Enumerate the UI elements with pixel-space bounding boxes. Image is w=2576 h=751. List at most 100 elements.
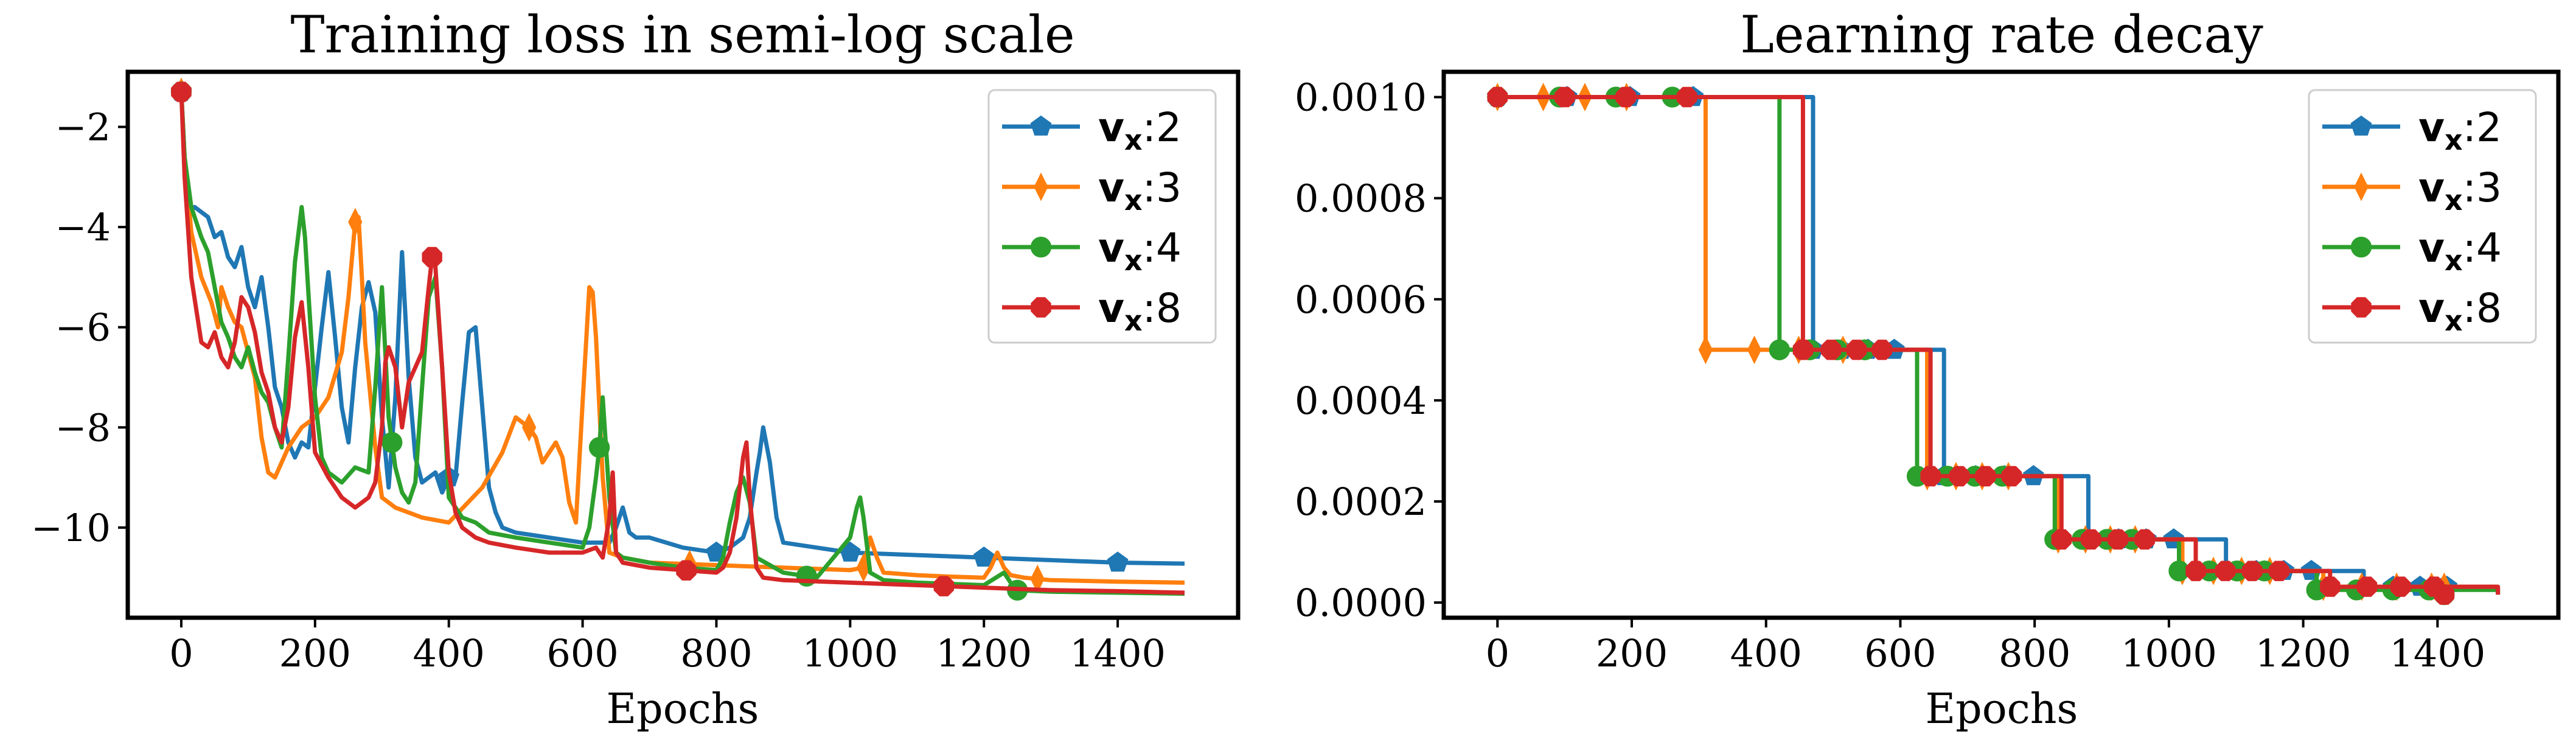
data-point-1-3-4	[1792, 340, 1814, 360]
y-tick-label-1-3: 0.0004	[1295, 379, 1427, 423]
data-point-1-3-5	[1820, 340, 1842, 360]
plot-area-1	[1486, 83, 2501, 606]
data-point-1-3-8	[1920, 466, 1941, 487]
data-point-1-1-5	[1747, 335, 1762, 365]
x-tick-label-1-3: 600	[1864, 631, 1936, 676]
data-point-0-1-2	[521, 413, 537, 442]
x-tick-label-0-4: 800	[680, 631, 752, 676]
data-point-0-3-3	[933, 576, 954, 596]
data-point-0-0-5	[1107, 551, 1129, 572]
legend-label-0-1: vx:3	[1098, 164, 1182, 217]
data-point-1-3-15	[2134, 529, 2155, 550]
data-point-0-3-0	[171, 82, 192, 102]
x-tick-label-1-0: 0	[1486, 631, 1509, 676]
y-tick-label-0-1: −4	[55, 205, 111, 250]
x-tick-label-1-6: 1200	[2255, 631, 2351, 676]
legend-item-1-2: vx:4	[2322, 225, 2502, 277]
data-point-1-3-3	[1676, 86, 1697, 108]
y-tick-label-0-3: −8	[55, 405, 111, 450]
data-point-1-3-0	[1487, 86, 1508, 108]
plot-area-0	[170, 77, 1185, 601]
data-point-1-3-11	[2001, 466, 2022, 487]
series-markers-0-2	[170, 81, 1028, 601]
y-tick-label-0-0: −2	[55, 105, 111, 150]
y-tick-label-1-5: 0.0000	[1295, 581, 1427, 625]
legend-box-0	[987, 89, 1217, 344]
data-point-1-2-4	[1769, 339, 1790, 360]
series-markers-1-3	[1487, 86, 2455, 605]
x-tick-label-1-5: 1000	[2121, 631, 2217, 676]
right-chart: Learning rate decay Epochs 0 200 400 600 800…	[1295, 5, 2561, 733]
right-chart-title: Learning rate decay	[1740, 5, 2263, 65]
y-tick-label-0-4: −10	[31, 506, 111, 550]
x-tick-label-0-6: 1200	[936, 631, 1032, 676]
x-tick-label-1-2: 400	[1730, 631, 1802, 676]
legend-marker-1-3	[2351, 297, 2372, 318]
legend-marker-0-2	[1030, 236, 1052, 258]
legend-label-1-2: vx:4	[2418, 225, 2502, 277]
legend-1: vx:2 vx:3 vx:4 vx:8	[2308, 89, 2537, 344]
legend-item-1-3: vx:8	[2322, 285, 2502, 337]
x-tick-label-0-7: 1400	[1070, 631, 1166, 676]
series-markers-0-3	[171, 82, 954, 596]
legend-item-0-3: vx:8	[1002, 285, 1182, 337]
legend-marker-0-0	[1030, 115, 1052, 136]
legend-label-0-0: vx:2	[1098, 104, 1182, 156]
y-tick-label-1-4: 0.0002	[1295, 480, 1427, 524]
left-chart-xlabel: Epochs	[607, 685, 759, 733]
data-point-0-3-2	[676, 560, 697, 581]
data-point-0-2-2	[588, 437, 610, 458]
x-tick-label-0-3: 600	[546, 631, 618, 676]
series-line-0-3	[179, 91, 1185, 595]
legend-label-0-3: vx:8	[1098, 285, 1182, 337]
data-point-1-3-18	[2242, 561, 2263, 581]
legend-0: vx:2 vx:3 vx:4 vx:8	[987, 89, 1217, 344]
data-point-1-3-24	[2434, 584, 2455, 605]
x-tick-label-0-1: 200	[279, 631, 351, 676]
data-point-1-3-17	[2215, 561, 2236, 581]
y-tick-label-1-1: 0.0008	[1295, 176, 1427, 221]
legend-item-0-0: vx:2	[1002, 104, 1182, 156]
data-point-1-3-12	[2051, 529, 2072, 550]
legend-item-0-2: vx:4	[1002, 225, 1182, 277]
data-point-1-3-13	[2081, 529, 2101, 550]
plot-frame-0	[125, 69, 1241, 620]
y-tick-label-0-2: −6	[55, 306, 111, 350]
legend-label-1-1: vx:3	[2418, 164, 2502, 217]
data-point-1-3-16	[2185, 561, 2206, 581]
data-point-1-3-20	[2320, 576, 2341, 597]
legend-marker-0-1	[1034, 172, 1048, 201]
data-point-1-3-22	[2390, 576, 2411, 597]
x-tick-label-0-5: 1000	[802, 631, 898, 676]
data-point-1-3-1	[1554, 86, 1575, 108]
left-chart: Training loss in semi-log scale Epochs 0…	[31, 5, 1241, 733]
legend-item-1-1: vx:3	[2322, 164, 2502, 217]
data-point-0-1-1	[348, 208, 363, 237]
x-tick-label-1-1: 200	[1596, 631, 1668, 676]
series-line-1-0	[1497, 95, 2498, 589]
series-line-0-1	[179, 91, 1185, 585]
legend-item-0-1: vx:3	[1002, 164, 1182, 217]
right-chart-xlabel: Epochs	[1926, 685, 2078, 733]
plot-frame-1	[1441, 69, 2561, 620]
data-point-0-0-4	[973, 546, 995, 567]
legend-box-1	[2308, 89, 2537, 344]
data-point-0-3-1	[422, 246, 442, 268]
data-point-1-3-7	[1871, 340, 1893, 360]
series-markers-0-0	[170, 80, 1129, 572]
data-point-1-3-14	[2108, 529, 2128, 550]
data-point-1-3-6	[1846, 340, 1867, 360]
left-chart-title: Training loss in semi-log scale	[290, 5, 1074, 65]
series-markers-1-1	[1490, 83, 2452, 601]
data-point-1-3-10	[1975, 466, 1996, 487]
y-tick-label-1-2: 0.0006	[1295, 278, 1427, 322]
data-point-1-1-4	[1698, 335, 1713, 365]
legend-marker-0-3	[1031, 297, 1051, 318]
data-point-1-3-9	[1949, 466, 1970, 487]
legend-marker-1-0	[2350, 115, 2372, 136]
x-tick-label-1-4: 800	[1999, 631, 2070, 676]
data-point-0-2-1	[381, 431, 403, 453]
x-tick-label-1-7: 1400	[2389, 631, 2485, 676]
legend-label-0-2: vx:4	[1098, 225, 1182, 277]
